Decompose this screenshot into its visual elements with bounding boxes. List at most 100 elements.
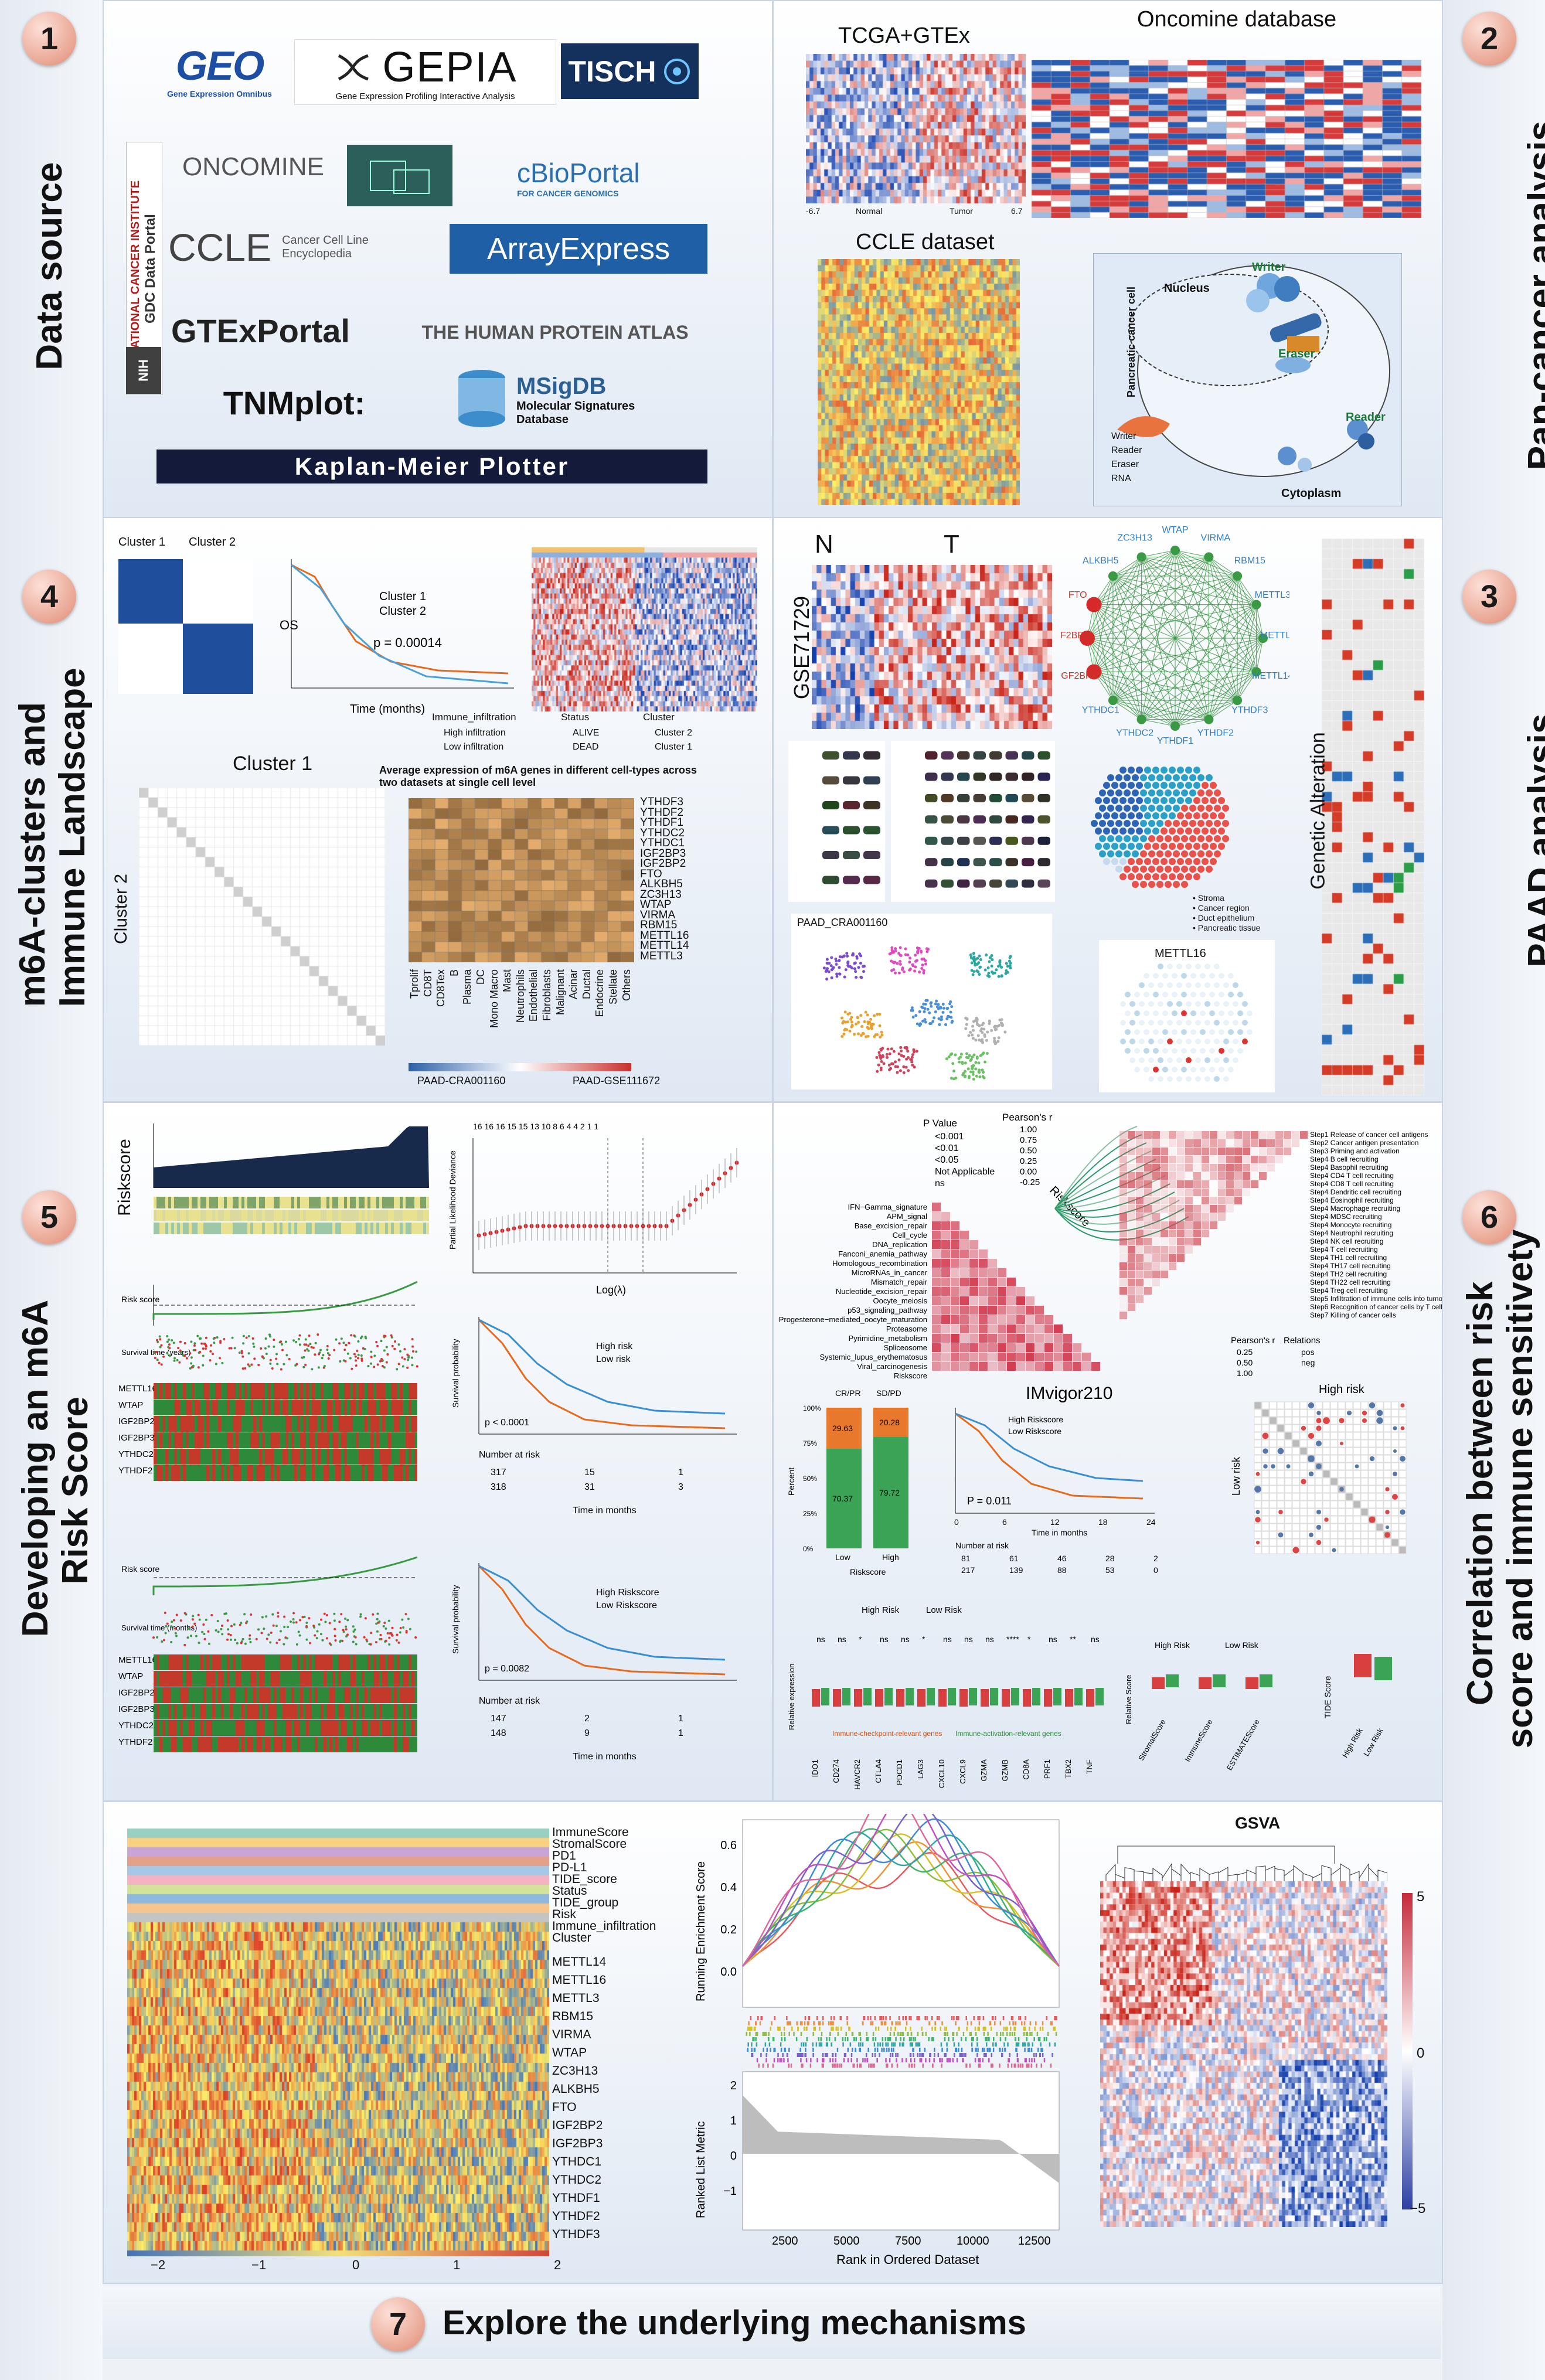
- gsea-hit: [1042, 2021, 1044, 2025]
- km-r2-2: 3: [678, 1482, 683, 1492]
- rs-strip: [306, 1223, 309, 1234]
- rs-strip: [326, 1197, 329, 1208]
- val-cell: [156, 1720, 159, 1736]
- rs-strip: [192, 1210, 195, 1221]
- umap-point: [897, 1058, 901, 1062]
- mantel-cell: [1026, 1362, 1034, 1371]
- gsea-hit: [1046, 2037, 1047, 2041]
- val-cell: [312, 1720, 315, 1736]
- network-node-METTL16: [1258, 634, 1268, 643]
- val-dot: [257, 1628, 260, 1631]
- val-cell: [288, 1704, 291, 1720]
- rs-strip: [241, 1223, 244, 1234]
- val-cell: [183, 1704, 186, 1720]
- step-cell: [1136, 1189, 1144, 1196]
- network-edge: [1093, 556, 1142, 605]
- train-cell: [203, 1383, 206, 1399]
- sc-gene-9: ZC3H13: [640, 888, 682, 901]
- val-dot: [286, 1637, 289, 1640]
- step-cell: [1177, 1131, 1185, 1139]
- spatial-spot: [1173, 881, 1180, 888]
- train-cell: [288, 1465, 291, 1481]
- km-legend-high: High Riskscore: [596, 1588, 659, 1598]
- km-r1-0: 147: [491, 1714, 506, 1724]
- methyl-spot: [1158, 1020, 1163, 1026]
- val-cell: [186, 1720, 189, 1736]
- methyl-spot: [1167, 1020, 1173, 1026]
- rs-strip: [394, 1197, 397, 1208]
- val-cell: [403, 1704, 406, 1720]
- train-cell: [171, 1449, 174, 1465]
- methyl-spot: [1134, 1029, 1140, 1035]
- gsea-hit: [992, 2048, 995, 2052]
- gsea-hit: [944, 2037, 946, 2041]
- box-low-4: [906, 1688, 914, 1705]
- train-dot: [210, 1344, 213, 1347]
- val-dot: [414, 1636, 417, 1639]
- rs-strip: [391, 1210, 394, 1221]
- rs-strip: [321, 1210, 324, 1221]
- mantel-cell: [1044, 1315, 1053, 1324]
- corr6-cell: [1277, 1485, 1285, 1493]
- train-dot: [310, 1346, 313, 1349]
- gsea-hit: [826, 2042, 829, 2047]
- corr6-cell: [1383, 1462, 1391, 1470]
- spatial-spot: [1140, 774, 1147, 781]
- corr6-cell: [1299, 1500, 1308, 1509]
- step-cell: [1177, 1164, 1185, 1172]
- box-low-0: [821, 1688, 829, 1705]
- train-cell: [271, 1383, 274, 1399]
- gsea-hit: [796, 2021, 798, 2025]
- km-xlab: Time (months): [350, 703, 425, 716]
- umap-point: [977, 1061, 981, 1065]
- spatial-spot: [1107, 850, 1114, 857]
- mantel-cell: [960, 1296, 969, 1305]
- network-edge: [1112, 576, 1264, 639]
- mantel-cell: [932, 1249, 941, 1258]
- train-dot: [172, 1341, 175, 1344]
- step-cell: [1144, 1213, 1152, 1221]
- step-cell: [1152, 1262, 1160, 1270]
- val-cell: [397, 1687, 400, 1703]
- step-cell: [1119, 1172, 1127, 1180]
- methyl-spot: [1209, 1048, 1215, 1054]
- box-sig-12: **: [1070, 1635, 1076, 1644]
- val-cell: [312, 1687, 315, 1703]
- gsea-hit: [1049, 2042, 1051, 2047]
- val-dot: [269, 1641, 272, 1644]
- gsea-hit: [982, 2027, 985, 2031]
- tide-x-1: Low Risk: [1362, 1727, 1385, 1758]
- step-cell: [1177, 1197, 1185, 1204]
- val-cell: [233, 1720, 236, 1736]
- methyl-spot: [1204, 1076, 1210, 1082]
- umap-point: [911, 963, 914, 966]
- corr6-cell: [1360, 1401, 1369, 1409]
- rs-strip: [236, 1197, 239, 1208]
- umap-point: [859, 1034, 863, 1037]
- gsea-hit: [765, 2032, 767, 2036]
- umap-point: [961, 1061, 964, 1064]
- mech-colorbar: [127, 2250, 549, 2256]
- corr6-cell: [1292, 1508, 1300, 1516]
- train-cell: [326, 1383, 329, 1399]
- corr6-cell: [1368, 1409, 1376, 1417]
- corr6-cell: [1345, 1424, 1353, 1432]
- gsea-hit: [946, 2042, 948, 2047]
- spatial-spot: [1193, 782, 1200, 789]
- val-dot: [297, 1630, 300, 1633]
- mantel-cell: [932, 1315, 941, 1324]
- gsea-hit: [977, 2048, 979, 2052]
- network-label-YTHDC1: YTHDC1: [1082, 705, 1119, 715]
- val-cell: [218, 1671, 221, 1687]
- train-cell: [256, 1416, 259, 1432]
- val-cell: [180, 1737, 183, 1752]
- network-edge: [1112, 557, 1209, 701]
- spatial-spot: [1173, 789, 1180, 796]
- train-dot: [194, 1349, 197, 1351]
- spatial-spot: [1177, 843, 1184, 850]
- val-cell: [335, 1687, 338, 1703]
- val-cell: [388, 1704, 391, 1720]
- step-cell: [1202, 1189, 1209, 1196]
- train-cell: [294, 1383, 297, 1399]
